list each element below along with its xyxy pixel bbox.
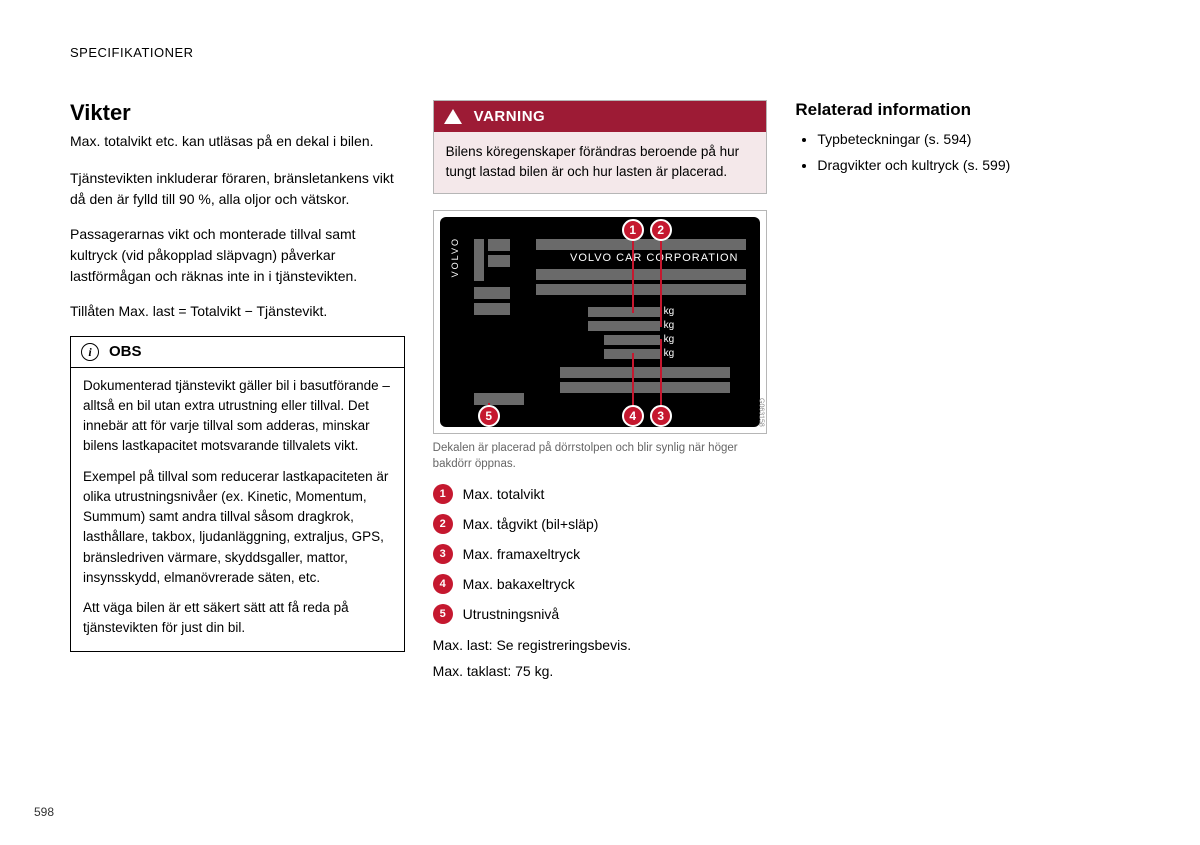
kg-label: kg bbox=[664, 306, 675, 317]
related-info-list: Typbeteckningar (s. 594) Dragvikter och … bbox=[795, 128, 1130, 178]
decal-bar bbox=[588, 307, 660, 317]
decal-bar bbox=[560, 367, 730, 378]
legend-number: 5 bbox=[433, 604, 453, 624]
page-header: SPECIFIKATIONER bbox=[70, 45, 1130, 60]
section-subtitle: Max. totalvikt etc. kan utläsas på en de… bbox=[70, 132, 405, 152]
legend-text: Max. bakaxeltryck bbox=[463, 576, 575, 592]
body-paragraph: Tjänstevikten inkluderar föraren, bränsl… bbox=[70, 168, 405, 210]
brand-line: VOLVO CAR CORPORATION bbox=[570, 252, 739, 264]
column-2: VARNING Bilens köregenskaper förändras b… bbox=[433, 100, 768, 682]
decal-bar bbox=[604, 335, 660, 345]
kg-label: kg bbox=[664, 348, 675, 359]
decal-bar bbox=[588, 321, 660, 331]
brand-vertical: VOLVO bbox=[450, 237, 460, 277]
info-icon: i bbox=[81, 343, 99, 361]
page-number: 598 bbox=[34, 805, 54, 819]
obs-header: i OBS bbox=[71, 337, 404, 368]
obs-note-box: i OBS Dokumenterad tjänstevikt gäller bi… bbox=[70, 336, 405, 652]
warning-triangle-icon bbox=[444, 109, 462, 124]
related-link[interactable]: Dragvikter och kultryck (s. 599) bbox=[817, 154, 1130, 178]
column-3: Relaterad information Typbeteckningar (s… bbox=[795, 100, 1130, 682]
legend-row: 4 Max. bakaxeltryck bbox=[433, 574, 768, 594]
callout-3: 3 bbox=[650, 405, 672, 427]
figure-caption: Dekalen är placerad på dörrstolpen och b… bbox=[433, 440, 768, 472]
callout-line bbox=[632, 229, 634, 313]
callout-line bbox=[660, 229, 662, 327]
obs-label: OBS bbox=[109, 343, 142, 360]
decal-bar bbox=[474, 393, 524, 405]
warning-label: VARNING bbox=[474, 108, 546, 125]
warning-header: VARNING bbox=[434, 101, 767, 132]
legend-number: 2 bbox=[433, 514, 453, 534]
decal-bar bbox=[560, 382, 730, 393]
callout-1: 1 bbox=[622, 219, 644, 241]
decal-bar bbox=[536, 284, 746, 295]
warning-box: VARNING Bilens köregenskaper förändras b… bbox=[433, 100, 768, 194]
figure-code: G063158 bbox=[757, 398, 764, 427]
content-columns: Vikter Max. totalvikt etc. kan utläsas p… bbox=[70, 100, 1130, 682]
body-paragraph: Tillåten Max. last = Totalvikt − Tjänste… bbox=[70, 301, 405, 322]
callout-4: 4 bbox=[622, 405, 644, 427]
decal-bar bbox=[474, 239, 484, 281]
after-legend-text: Max. taklast: 75 kg. bbox=[433, 660, 768, 682]
decal-bar bbox=[474, 287, 510, 299]
obs-paragraph: Exempel på tillval som reducerar lastkap… bbox=[83, 467, 392, 589]
legend-number: 4 bbox=[433, 574, 453, 594]
legend-text: Utrustningsnivå bbox=[463, 606, 560, 622]
decal-bar bbox=[488, 239, 510, 251]
column-1: Vikter Max. totalvikt etc. kan utläsas p… bbox=[70, 100, 405, 682]
callout-2: 2 bbox=[650, 219, 672, 241]
decal-bar bbox=[474, 303, 510, 315]
related-link[interactable]: Typbeteckningar (s. 594) bbox=[817, 128, 1130, 152]
legend-row: 5 Utrustningsnivå bbox=[433, 604, 768, 624]
legend-number: 3 bbox=[433, 544, 453, 564]
decal-plate: VOLVO VOLVO CAR CORPORATION kg kg bbox=[440, 217, 761, 427]
legend-row: 2 Max. tågvikt (bil+släp) bbox=[433, 514, 768, 534]
body-paragraph: Passagerarnas vikt och monterade tillval… bbox=[70, 224, 405, 287]
related-info-title: Relaterad information bbox=[795, 100, 1130, 120]
obs-paragraph: Dokumenterad tjänstevikt gäller bil i ba… bbox=[83, 376, 392, 457]
decal-bar bbox=[536, 239, 746, 250]
section-title: Vikter bbox=[70, 100, 405, 126]
callout-5: 5 bbox=[478, 405, 500, 427]
decal-figure: VOLVO VOLVO CAR CORPORATION kg kg bbox=[433, 210, 768, 434]
legend-row: 3 Max. framaxeltryck bbox=[433, 544, 768, 564]
legend-row: 1 Max. totalvikt bbox=[433, 484, 768, 504]
obs-paragraph: Att väga bilen är ett säkert sätt att få… bbox=[83, 598, 392, 639]
decal-bar bbox=[488, 255, 510, 267]
obs-body: Dokumenterad tjänstevikt gäller bil i ba… bbox=[71, 368, 404, 651]
legend-text: Max. totalvikt bbox=[463, 486, 545, 502]
after-legend-text: Max. last: Se registreringsbevis. bbox=[433, 634, 768, 656]
kg-label: kg bbox=[664, 334, 675, 345]
kg-label: kg bbox=[664, 320, 675, 331]
legend-text: Max. tågvikt (bil+släp) bbox=[463, 516, 599, 532]
warning-body: Bilens köregenskaper förändras beroende … bbox=[434, 132, 767, 193]
legend-text: Max. framaxeltryck bbox=[463, 546, 580, 562]
decal-bar bbox=[536, 269, 746, 280]
legend-number: 1 bbox=[433, 484, 453, 504]
